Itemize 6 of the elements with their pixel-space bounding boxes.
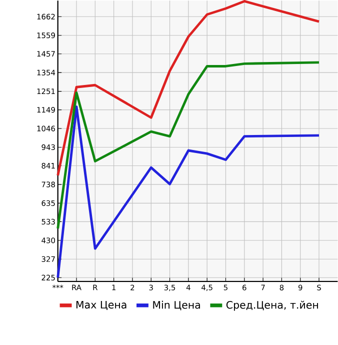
legend-label: Сред.Цена, т.йен: [226, 300, 318, 311]
line-series: [56, 0, 320, 177]
line-series: [56, 106, 320, 279]
legend-label: Min Цена: [153, 300, 200, 310]
legend-label: Max Цена: [76, 300, 126, 310]
line-series: [56, 61, 320, 230]
